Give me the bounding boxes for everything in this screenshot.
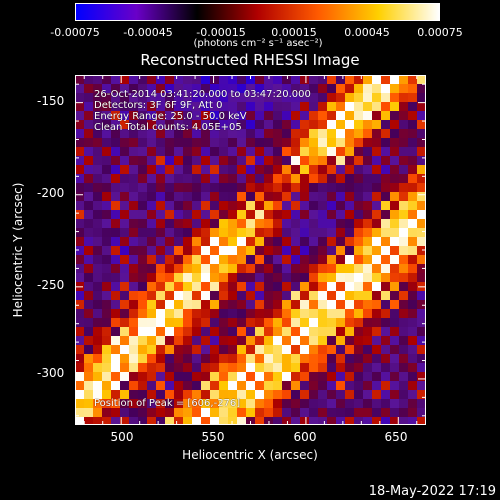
datestamp: 18-May-2022 17:19 xyxy=(368,484,496,499)
colorbar-tick-label: -0.00015 xyxy=(196,26,246,39)
colorbar-units: (photons cm⁻² s⁻¹ asec⁻²) xyxy=(193,38,323,49)
x-axis-label: Heliocentric X (arcsec) xyxy=(182,448,318,462)
y-tick-label: -250 xyxy=(37,278,65,292)
colorbar-tick-label: 0.00045 xyxy=(344,26,390,39)
energy-range-label: Energy Range: 25.0 - 50.0 keV xyxy=(94,111,247,122)
colorbar-tick-label: 0.00075 xyxy=(417,26,463,39)
rhessi-image xyxy=(75,75,426,425)
detectors-label: Detectors: 3F 6F 9F, Att 0 xyxy=(94,100,223,111)
colorbar-tick-label: -0.00045 xyxy=(123,26,173,39)
colorbar-tick-label: 0.00015 xyxy=(271,26,317,39)
y-tick-label: -150 xyxy=(37,94,65,108)
y-axis-label: Heliocentric Y (arcsec) xyxy=(11,182,25,318)
time-range-label: 26-Oct-2014 03:41:20.000 to 03:47:20.000 xyxy=(94,89,311,100)
plot-title: Reconstructed RHESSI Image xyxy=(140,51,360,69)
y-tick-label: -300 xyxy=(37,366,65,380)
peak-position-label: Position of Peak = [606,-276] xyxy=(94,398,241,409)
colorbar-tick-label: -0.00075 xyxy=(50,26,100,39)
x-tick-label: 650 xyxy=(384,430,408,444)
image-pixels xyxy=(75,75,426,425)
x-tick-label: 500 xyxy=(110,430,134,444)
y-tick-label: -200 xyxy=(37,186,65,200)
x-tick-label: 550 xyxy=(201,430,225,444)
plot-frame xyxy=(75,75,426,425)
clean-counts-label: Clean Total counts: 4.05E+05 xyxy=(94,122,242,133)
x-tick-label: 600 xyxy=(293,430,317,444)
colorbar xyxy=(75,3,440,21)
